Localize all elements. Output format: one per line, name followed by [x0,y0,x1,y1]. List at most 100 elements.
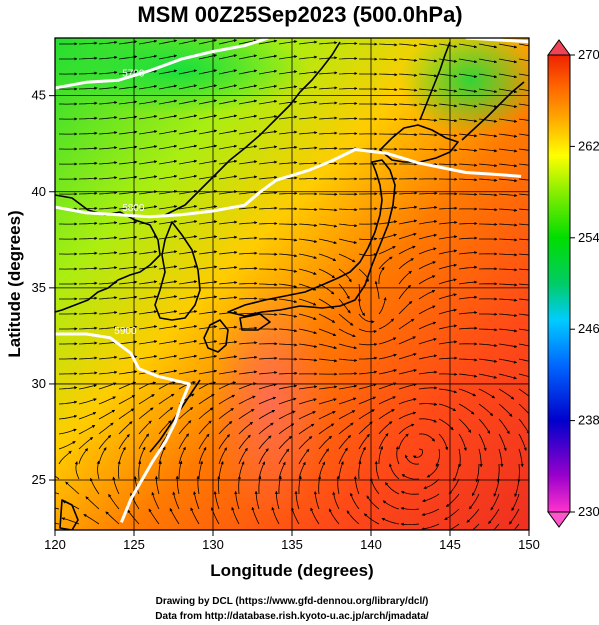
wind-arrow [338,101,358,106]
wind-arrow [518,193,529,196]
wind-arrow [378,58,398,62]
wind-arrow [458,310,478,315]
wind-arrow [258,99,278,105]
wind-arrow [218,190,238,195]
wind-arrow [78,56,98,60]
wind-arrow [518,88,529,92]
wind-arrow [278,55,298,60]
wind-arrow [158,324,178,330]
wind-arrow [138,130,158,135]
wind-arrow [158,129,178,135]
wind-arrow [98,221,118,225]
wind-arrow [338,41,358,46]
wind-arrow [98,355,118,360]
wind-arrow [178,250,198,255]
wind-arrow [198,310,218,315]
wind-arrow [378,421,393,435]
wind-arrow [158,369,178,375]
wind-arrow [412,448,424,459]
wind-arrow [98,100,118,105]
wind-arrow [418,73,438,78]
wind-arrow [78,281,98,285]
wind-arrow [278,161,298,165]
wind-arrow [496,463,500,483]
wind-arrow [118,160,138,165]
wind-arrow [254,490,260,510]
wind-arrow [178,39,198,45]
wind-arrow [118,370,138,375]
plot-area: 5700 5800 5900 [55,38,529,530]
wind-arrow [238,205,258,210]
wind-arrow [98,191,118,195]
wind-arrow [218,84,238,90]
wind-arrow [231,506,240,525]
wind-arrow [198,420,212,435]
wind-arrow [138,39,158,45]
wind-arrow [318,223,338,228]
wind-arrow [158,205,178,210]
wind-arrow [278,145,298,150]
wind-arrow [478,133,498,138]
wind-arrow [78,266,98,270]
wind-arrow [78,71,98,75]
y-tick-label: 45 [32,88,46,103]
wind-arrow [58,428,77,435]
wind-arrow [238,382,257,390]
wind-arrow [400,506,420,511]
wind-arrow [98,396,116,405]
wind-arrow [198,369,218,375]
wind-arrow [298,238,318,243]
wind-arrow [278,423,295,435]
wind-arrow [358,433,370,450]
wind-arrow [98,325,118,330]
wind-arrow [238,251,258,255]
wind-arrow [378,256,393,270]
wind-arrow [498,298,518,302]
wind-arrow [458,103,478,108]
wind-arrow [444,508,460,521]
colorbar-top-triangle [547,39,571,56]
wind-arrow [118,175,138,180]
wind-arrow [258,191,278,195]
warm-pocket-shading [210,280,330,520]
wind-arrow [118,115,138,120]
wind-arrow [218,447,227,465]
wind-arrow [318,146,338,150]
wind-arrow [78,206,98,210]
wind-arrow [298,40,318,45]
wind-arrow [58,414,78,420]
wind-arrow [378,266,385,285]
wind-arrow [458,388,477,397]
wind-arrow [471,523,480,530]
wind-arrow [318,208,338,212]
wind-arrow [238,447,248,465]
wind-arrow [238,144,258,150]
wind-arrow [498,343,518,348]
wind-arrow [279,222,298,227]
wind-arrow [78,341,98,345]
wind-arrow [278,397,297,405]
wind-arrow [479,222,498,227]
wind-arrow [198,114,218,120]
wind-arrow [78,356,98,360]
wind-arrow [498,178,518,183]
wind-arrow [278,313,298,318]
wind-arrow [198,189,218,195]
wind-arrow [78,384,98,390]
wind-arrow [218,421,233,435]
wind-arrow [85,496,100,510]
wind-arrow [438,263,458,270]
wind-arrow [278,283,298,289]
wind-arrow [112,476,120,495]
wind-arrow [193,491,200,510]
wind-arrow [118,310,138,315]
wind-arrow [398,43,418,48]
wind-arrow [378,88,398,92]
wind-arrow [259,312,278,317]
wind-arrow [518,103,529,106]
wind-arrow [401,474,420,480]
wind-arrow [418,233,438,240]
wind-arrow [318,448,329,465]
wind-arrow [458,58,478,64]
wind-arrow [118,40,138,45]
